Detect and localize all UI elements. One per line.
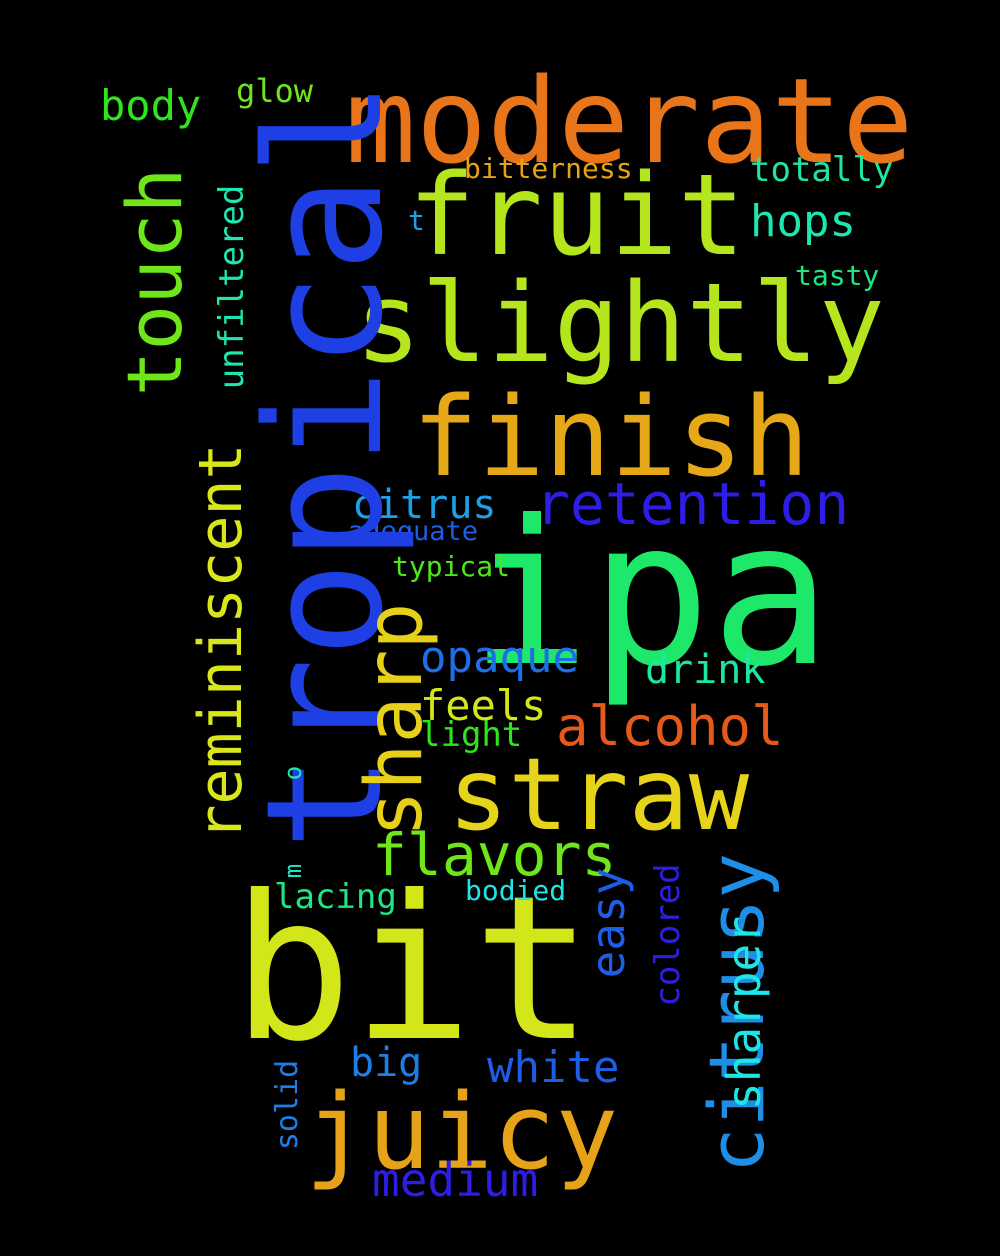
word-solid: solid — [270, 1059, 305, 1151]
word-juicy: juicy — [305, 1071, 619, 1193]
word-finish: finish — [412, 373, 810, 501]
word-easy: easy — [581, 867, 635, 979]
word-typical: typical — [392, 550, 511, 583]
word-o: o — [279, 765, 307, 781]
word-glow: glow — [236, 72, 314, 110]
word-bitterness: bitterness — [464, 152, 633, 185]
word-opaque: opaque — [420, 632, 579, 683]
word-colored: colored — [648, 863, 688, 1007]
word-sharp: sharp — [350, 602, 440, 838]
word-light: light — [420, 715, 523, 755]
word-retention: retention — [535, 470, 850, 538]
word-big: big — [350, 1040, 423, 1086]
word-bit: bit — [232, 853, 594, 1086]
word-fruit: fruit — [408, 151, 746, 281]
word-white: white — [487, 1042, 620, 1093]
word-tasty: tasty — [795, 259, 880, 292]
word-m: m — [279, 863, 307, 879]
word-feels: feels — [420, 681, 547, 730]
word-medium: medium — [372, 1153, 539, 1207]
word-hops: hops — [750, 196, 856, 247]
word-ipa: ipa — [470, 478, 832, 711]
word-drink: drink — [645, 647, 766, 693]
word-straw: straw — [448, 736, 750, 853]
word-unfiltered: unfiltered — [212, 184, 252, 390]
word-bodied: bodied — [465, 874, 567, 907]
word-totally: totally — [750, 150, 894, 190]
word-lacing: lacing — [274, 877, 397, 917]
word-body: body — [100, 81, 202, 130]
word-touch: touch — [110, 167, 199, 397]
word-adequate: adequate — [348, 516, 479, 547]
word-slightly: slightly — [355, 259, 885, 387]
word-citrus: citrus — [352, 482, 497, 528]
word-moderate: moderate — [345, 52, 914, 190]
word-sharper: sharper — [717, 916, 771, 1110]
word-t: t — [408, 204, 425, 237]
word-alcohol: alcohol — [556, 695, 784, 758]
word-flavors: flavors — [372, 821, 617, 889]
